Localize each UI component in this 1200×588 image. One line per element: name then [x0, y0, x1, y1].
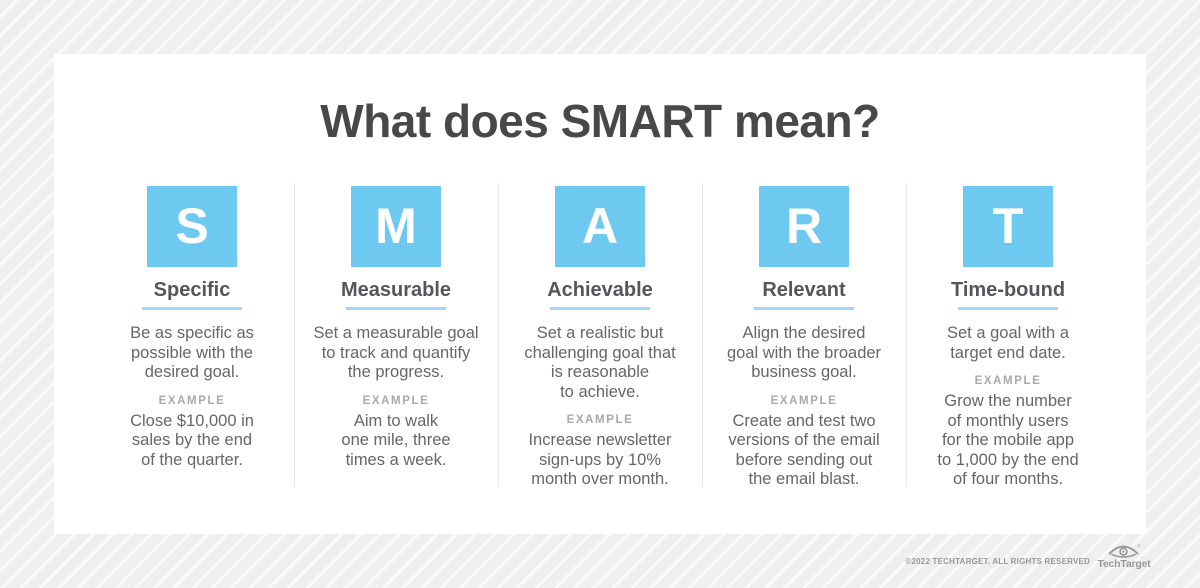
column-heading: Achievable: [547, 279, 653, 301]
letter-tile-m: M: [351, 186, 441, 267]
example-text: Aim to walk one mile, three times a week…: [341, 411, 451, 469]
techtarget-logo: ® TechTarget: [1094, 543, 1154, 570]
example-text: Create and test two versions of the emai…: [728, 411, 880, 489]
tile-letter: T: [992, 198, 1024, 254]
smart-column-achievable: A Achievable Set a realistic but challen…: [498, 183, 702, 493]
example-text: Close $10,000 in sales by the end of the…: [130, 411, 254, 469]
column-description: Be as specific as possible with the desi…: [130, 324, 254, 381]
column-heading: Measurable: [340, 279, 452, 301]
column-divider: [906, 183, 907, 486]
eye-target-icon: ®: [1108, 543, 1140, 558]
tile-letter: M: [375, 198, 417, 254]
infographic-card: What does SMART mean? S Specific Be as s…: [54, 54, 1146, 534]
logo-wordmark: TechTarget: [1097, 558, 1151, 570]
smart-column-specific: S Specific Be as specific as possible wi…: [90, 183, 294, 493]
svg-text:®: ®: [1138, 543, 1141, 549]
letter-tile-a: A: [555, 186, 645, 267]
column-divider: [702, 183, 703, 486]
smart-columns: S Specific Be as specific as possible wi…: [90, 183, 1110, 493]
column-description: Set a goal with a target end date.: [947, 324, 1069, 362]
tile-letter: A: [581, 198, 619, 254]
smart-column-relevant: R Relevant Align the desired goal with t…: [702, 183, 906, 493]
example-label: EXAMPLE: [158, 394, 226, 407]
heading-underline: [958, 307, 1058, 310]
letter-tile-t: T: [963, 186, 1053, 267]
heading-underline: [550, 307, 650, 310]
example-text: Increase newsletter sign-ups by 10% mont…: [528, 431, 672, 488]
heading-underline: [142, 307, 242, 310]
column-description: Set a realistic but challenging goal tha…: [524, 324, 676, 401]
example-label: EXAMPLE: [362, 394, 430, 407]
footer-copyright: ©2022 TECHTARGET. ALL RIGHTS RESERVED: [905, 557, 1090, 566]
column-description: Set a measurable goal to track and quant…: [313, 324, 479, 381]
column-description: Align the desired goal with the broader …: [726, 324, 882, 381]
example-label: EXAMPLE: [566, 414, 634, 426]
smart-column-time-bound: T Time-bound Set a goal with a target en…: [906, 183, 1110, 493]
column-divider: [294, 183, 295, 486]
smart-column-measurable: M Measurable Set a measurable goal to tr…: [294, 183, 498, 493]
column-heading: Time-bound: [950, 279, 1066, 301]
letter-tile-s: S: [147, 186, 237, 267]
example-label: EXAMPLE: [974, 375, 1042, 387]
heading-underline: [754, 307, 854, 310]
letter-tile-r: R: [759, 186, 849, 267]
tile-letter: S: [175, 198, 209, 254]
example-label: EXAMPLE: [770, 394, 838, 407]
heading-underline: [346, 307, 446, 310]
page-title: What does SMART mean?: [320, 95, 880, 147]
column-heading: Relevant: [762, 279, 846, 301]
tile-letter: R: [785, 198, 823, 254]
column-divider: [498, 183, 499, 486]
column-heading: Specific: [153, 279, 231, 301]
example-text: Grow the number of monthly users for the…: [937, 392, 1079, 488]
